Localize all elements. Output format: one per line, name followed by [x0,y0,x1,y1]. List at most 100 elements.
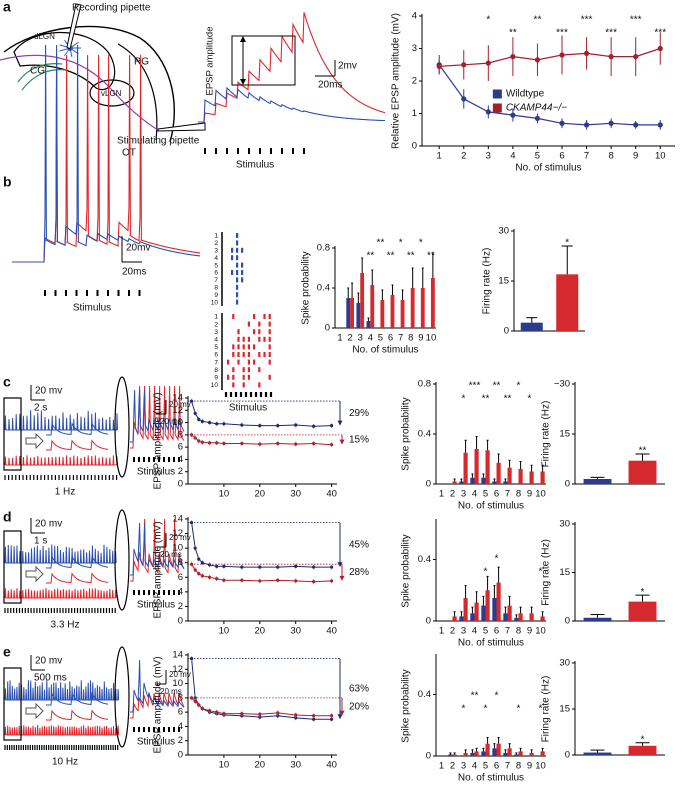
raster-spike [268,344,271,350]
y-tick-label: 2 [412,76,417,87]
bar [556,274,579,331]
y-tick-label: 2 [178,601,183,612]
x-tick-label: 3 [461,761,466,772]
x-tick-label: 9 [527,489,532,500]
raster-row-label: 7 [214,359,218,366]
arrow-head [337,420,343,426]
marker [510,54,516,60]
x-tick-label: 9 [527,626,532,637]
inset-ckamp44 [46,572,109,584]
x-tick-label: 20 [255,760,266,771]
marker [215,710,219,714]
stimulus-tick [237,148,239,154]
marker [294,423,298,427]
raster-spike [236,240,239,246]
marker [657,45,663,52]
bar [346,298,351,328]
label: Stimulus [137,737,175,748]
y-tick-label: 15 [498,276,509,287]
x-tick-label: 8 [516,761,521,772]
zoom-ellipse [114,376,130,478]
marker [193,411,197,415]
marker [197,417,201,422]
raster-spike [268,352,271,357]
series-line [439,47,661,67]
stimulus-tick [163,457,165,462]
raster-spike [247,336,250,342]
marker [258,442,262,446]
raster-spike [237,352,240,357]
marker [207,420,212,425]
stimulus-tick [96,290,99,296]
bar [520,322,543,331]
label: 2mv [338,61,357,72]
label: 1 Hz [55,487,76,498]
x-tick-label: 2 [348,333,353,344]
marker [193,546,197,550]
label: 20ms [318,80,342,91]
bar [496,743,501,756]
stimulus-tick [178,727,180,732]
stimulus-tick [168,457,170,462]
y-tick-label: 0 [178,616,183,627]
bar [540,751,545,756]
y-tick-label: 3 [412,43,417,54]
y-tick-label: 8 [178,557,183,568]
label: Stimulus [73,303,111,314]
x-tick-label: 40 [326,489,337,500]
x-axis-label: No. of stimulus [352,345,418,356]
stimulus-tick [107,290,109,296]
raster-spike [242,336,245,342]
bar [360,273,365,328]
stimulus-tick [239,392,243,397]
bar [485,450,490,484]
significance-label: *** [556,28,568,39]
significance-label: * [399,238,403,249]
marker [608,120,614,126]
raster-spike [231,247,234,253]
y-tick-label: 2 [178,735,183,746]
raster-spike [268,336,271,342]
label: 20 mv [169,533,191,542]
y-axis-label: Relative EPSP amplitude (mV) [391,13,402,149]
marker [485,109,491,115]
raster-spike [247,344,250,350]
y-tick-label: 14 [172,393,183,404]
significance-label: * [462,394,466,405]
bar [485,590,490,621]
raster-spike [258,382,261,388]
marker [294,716,298,720]
marker [276,714,280,718]
significance-label: *** [581,15,593,26]
significance-label: * [641,587,645,598]
reduction-label: 20% [349,701,369,712]
raster-spike [236,262,239,268]
bar [518,469,523,484]
bar [503,613,508,621]
zoom-box [3,530,22,604]
significance-label: ** [639,446,647,457]
y-tick-label: 6 [178,707,183,718]
marker [193,699,197,704]
x-tick-label: 1 [437,151,442,162]
y-axis-label: Firing rate (Hz) [541,539,552,606]
raster-spike [232,382,235,388]
vlgn-outline [89,79,135,107]
trace-ckamp44 [12,54,201,263]
raster-spike [231,255,234,261]
bar [470,752,475,756]
x-tick-label: 10 [219,489,230,500]
raster-row-label: 9 [214,292,218,299]
significance-label: ** [482,394,490,405]
x-tick-label: 40 [326,760,337,771]
x-tick-label: 6 [494,626,499,637]
stimulus-tick [168,727,170,732]
marker [330,714,334,718]
trace-wildtype [12,44,201,263]
x-tick-label: 7 [398,333,403,344]
significance-label: *** [469,381,481,392]
marker [330,443,334,447]
label: 20 mv [169,400,191,409]
